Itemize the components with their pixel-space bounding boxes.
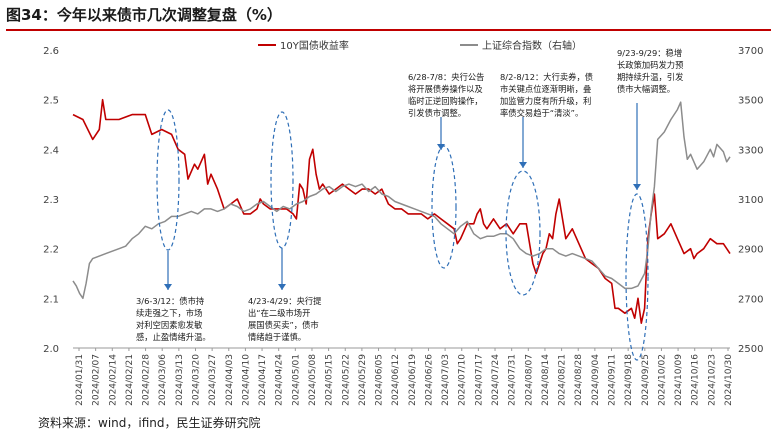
- arrow-apr-head: [278, 284, 286, 290]
- arrow-aug-head: [519, 162, 527, 168]
- annotation-2-line: 情绪趋于谨慎。: [248, 332, 306, 342]
- x-tick-label: 2024/05/22: [341, 354, 351, 406]
- highlight-ellipse-aug: [505, 170, 541, 296]
- y-right-tick-label: 3300: [738, 145, 763, 156]
- x-tick-label: 2024/04/24: [275, 354, 285, 406]
- x-tick-label: 2024/05/15: [325, 354, 335, 406]
- annotation-4-line: 加监管力度有所升级，利: [500, 96, 591, 106]
- x-tick-label: 2024/02/21: [125, 354, 135, 406]
- x-tick-label: 2024/06/19: [408, 354, 418, 406]
- source-note: 资料来源：wind，ifind，民生证券研究院: [38, 416, 261, 430]
- annotation-2-line: 4/23-4/29：央行提: [248, 296, 322, 306]
- x-tick-label: 2024/10/30: [724, 354, 734, 406]
- annotation-5-line: 期持续升温，引发: [617, 72, 683, 82]
- y-left-tick-label: 2.6: [43, 46, 59, 57]
- legend-item-shanghai-index: 上证综合指数（右轴）: [482, 39, 582, 52]
- x-tick-label: 2024/03/27: [208, 354, 218, 406]
- chart-area: 2.6 2.5 2.4 2.3 2.2 2.1 2.0 3700 3500 3300 3100 290…: [43, 39, 763, 406]
- annotation-4-line: 8/2-8/12：大行卖券，债: [500, 72, 593, 82]
- x-tick-label: 2024/07/10: [458, 354, 468, 406]
- x-tick-label: 2024/05/01: [291, 354, 301, 406]
- annotation-3-line: 将开展债券操作以及: [408, 84, 483, 94]
- y-right-tick-label: 2900: [738, 245, 763, 256]
- highlight-ellipse-jul: [431, 145, 457, 269]
- y-left-tick-label: 2.0: [43, 344, 59, 355]
- y-left-tick-label: 2.1: [43, 294, 59, 305]
- x-tick-label: 2024/07/17: [474, 354, 484, 406]
- annotation-3-line: 临时正逆回购操作，: [408, 96, 483, 106]
- annotation-1-line: 感，止盈情绪升温。: [136, 332, 211, 342]
- highlight-ellipse-mar: [156, 109, 180, 251]
- annotation-2-line: 出“在二级市场开: [248, 308, 310, 318]
- x-tick-label: 2024/05/29: [358, 354, 368, 406]
- annotation-2-line: 展国债买卖”，债市: [248, 320, 319, 330]
- x-tick-label: 2024/07/03: [441, 354, 451, 406]
- annotation-5-line: 长政策加码发力预: [617, 60, 683, 70]
- x-tick-label: 2024/04/17: [258, 354, 268, 406]
- x-tick-label: 2024/09/18: [624, 354, 634, 406]
- x-tick-label: 2024/08/07: [524, 354, 534, 406]
- highlight-ellipse-sep: [625, 193, 649, 361]
- annotation-3-line: 6/28-7/8：央行公告: [408, 72, 484, 82]
- title-underline: [6, 29, 771, 31]
- annotation-5-line: 债市大幅调整。: [617, 84, 675, 94]
- arrow-sep-head: [633, 184, 641, 190]
- x-tick-label: 2024/03/13: [175, 354, 185, 406]
- x-tick-label: 2024/10/23: [707, 354, 717, 406]
- arrow-jul-head: [437, 144, 445, 150]
- x-tick-label: 2024/08/28: [574, 354, 584, 406]
- x-tick-label: 2024/04/03: [225, 354, 235, 406]
- x-tick-label: 2024/09/25: [641, 354, 651, 406]
- y-right-tick-label: 2700: [738, 294, 763, 305]
- y-right-tick-label: 3100: [738, 195, 763, 206]
- x-tick-label: 2024/06/26: [424, 354, 434, 406]
- x-tick-label: 2024/09/11: [608, 354, 618, 406]
- x-tick-label: 2024/10/16: [691, 354, 701, 406]
- y-right-tick-label: 2500: [738, 344, 763, 355]
- y-left-tick-label: 2.2: [43, 245, 59, 256]
- x-tick-label: 2024/08/14: [541, 354, 551, 406]
- highlight-ellipse-apr: [270, 111, 294, 249]
- chart-title: 图34：今年以来债市几次调整复盘（%）: [6, 6, 282, 24]
- x-tick-label: 2024/08/21: [558, 354, 568, 406]
- series-line-10y-yield: [72, 98, 731, 324]
- x-tick-label: 2024/07/31: [508, 354, 518, 406]
- x-tick-label: 2024/02/07: [92, 354, 102, 406]
- annotation-3-line: 引发债市调整。: [408, 108, 466, 118]
- annotation-1-line: 3/6-3/12：债市持: [136, 296, 204, 306]
- series-line-shanghai-index: [72, 101, 731, 300]
- y-left-tick-label: 2.4: [43, 145, 59, 156]
- annotation-1-line: 对利空因素愈发敏: [136, 320, 203, 330]
- legend-item-10y-yield: 10Y国债收益率: [280, 39, 349, 52]
- x-tick-label: 2024/04/10: [241, 354, 251, 406]
- x-tick-label: 2024/06/12: [391, 354, 401, 406]
- x-tick-label: 2024/07/24: [491, 354, 501, 406]
- y-left-tick-label: 2.3: [43, 195, 59, 206]
- x-tick-label: 2024/06/05: [375, 354, 385, 406]
- annotation-4-line: 率债交易趋于“清淡”。: [500, 108, 583, 118]
- y-right-tick-label: 3500: [738, 96, 763, 107]
- arrow-mar-head: [164, 284, 172, 290]
- x-tick-label: 2024/09/04: [591, 354, 601, 406]
- x-tick-label: 2024/10/09: [674, 354, 684, 406]
- annotation-1-line: 续走强之下，市场: [136, 308, 202, 318]
- annotation-5-line: 9/23-9/29：稳增: [617, 48, 682, 58]
- x-tick-label: 2024/03/20: [191, 354, 201, 406]
- y-right-tick-label: 3700: [738, 46, 763, 57]
- x-tick-label: 2024/02/14: [108, 354, 118, 406]
- x-tick-label: 2024/02/28: [142, 354, 152, 406]
- y-left-tick-label: 2.5: [43, 96, 59, 107]
- x-tick-label: 2024/10/02: [657, 354, 667, 406]
- annotation-4-line: 市关键点位逐渐明晰，叠: [500, 84, 591, 94]
- x-tick-label: 2024/01/31: [75, 354, 85, 406]
- x-tick-label: 2024/05/08: [308, 354, 318, 406]
- x-tick-label: 2024/03/06: [158, 354, 168, 406]
